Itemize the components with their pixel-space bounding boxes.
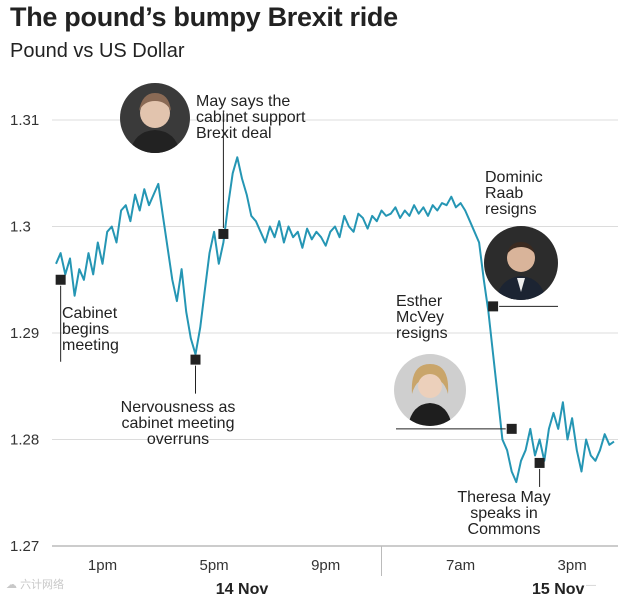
annotation-line: Nervousness as xyxy=(121,399,236,416)
x-tick-label-3: 7am xyxy=(446,557,475,574)
annotation-label-mcvey-resigns: Esther McVey resigns xyxy=(396,293,448,342)
day-label-1: 15 Nov xyxy=(532,581,585,598)
y-tick-label-4: 1.27 xyxy=(10,538,39,555)
may-portrait xyxy=(120,83,190,153)
y-tick-label-0: 1.31 xyxy=(10,112,39,129)
annotation-marker-raab-resigns xyxy=(488,301,499,312)
x-tick-label-4: 3pm xyxy=(558,557,587,574)
annotation-label-raab-resigns: Dominic Raab resigns xyxy=(485,169,543,218)
y-tick-label-2: 1.29 xyxy=(10,325,39,342)
annotation-line: McVey xyxy=(396,309,444,326)
annotation-label-nervousness: Nervousness as cabinet meeting overruns xyxy=(121,399,236,448)
annotation-line: cabinet meeting xyxy=(122,415,235,432)
watermark-icon: ☁ xyxy=(6,579,21,591)
annotation-line: Cabinet xyxy=(62,305,118,322)
series-lines xyxy=(55,156,615,484)
annotation-marker-may-commons xyxy=(534,457,545,468)
annotation-marker-cabinet-begins xyxy=(55,274,66,285)
annotation-marker-mcvey-resigns xyxy=(506,423,517,434)
y-tick-label-1: 1.3 xyxy=(10,219,31,236)
x-tick-label-2: 9pm xyxy=(311,557,340,574)
annotation-line: Brexit deal xyxy=(196,125,272,142)
axes: 1.31 1.3 1.29 1.28 1.27 1pm 5pm 9pm 7am 3pm 14 Nov… xyxy=(10,112,618,598)
annotation-label-cabinet-begins: Cabinet begins meeting xyxy=(62,305,119,354)
day-label-0: 14 Nov xyxy=(216,581,269,598)
annotation-line: May says the xyxy=(196,93,290,110)
chart-subtitle: Pound vs US Dollar xyxy=(10,40,185,62)
annotation-label-may-commons: Theresa May speaks in Commons xyxy=(457,489,550,538)
watermark-right: — xyxy=(586,580,596,591)
annotation-line: resigns xyxy=(396,325,448,342)
x-tick-label-0: 1pm xyxy=(88,557,117,574)
annotation-line: cabinet support xyxy=(196,109,306,126)
annotation-line: begins xyxy=(62,321,109,338)
annotation-line: Esther xyxy=(396,293,443,310)
annotation-line: Dominic xyxy=(485,169,543,186)
annotation-line: Raab xyxy=(485,185,523,202)
x-tick-label-1: 5pm xyxy=(200,557,229,574)
annotation-marker-nervousness xyxy=(190,354,201,365)
series-line-0 xyxy=(55,156,615,484)
annotation-line: meeting xyxy=(62,337,119,354)
raab-portrait xyxy=(484,226,558,300)
mcvey-portrait xyxy=(394,354,466,426)
watermark: ☁ 六计网络 xyxy=(6,579,65,591)
annotation-marker-may-says xyxy=(218,228,229,239)
annotation-line: overruns xyxy=(147,431,209,448)
annotation-label-may-says: May says the cabinet support Brexit deal xyxy=(196,93,306,142)
annotation-line: Commons xyxy=(468,521,541,538)
chart-title: The pound’s bumpy Brexit ride xyxy=(10,2,398,32)
annotation-line: speaks in xyxy=(470,505,538,522)
annotation-line: resigns xyxy=(485,201,537,218)
annotation-line: Theresa May xyxy=(457,489,550,506)
y-tick-label-3: 1.28 xyxy=(10,432,39,449)
